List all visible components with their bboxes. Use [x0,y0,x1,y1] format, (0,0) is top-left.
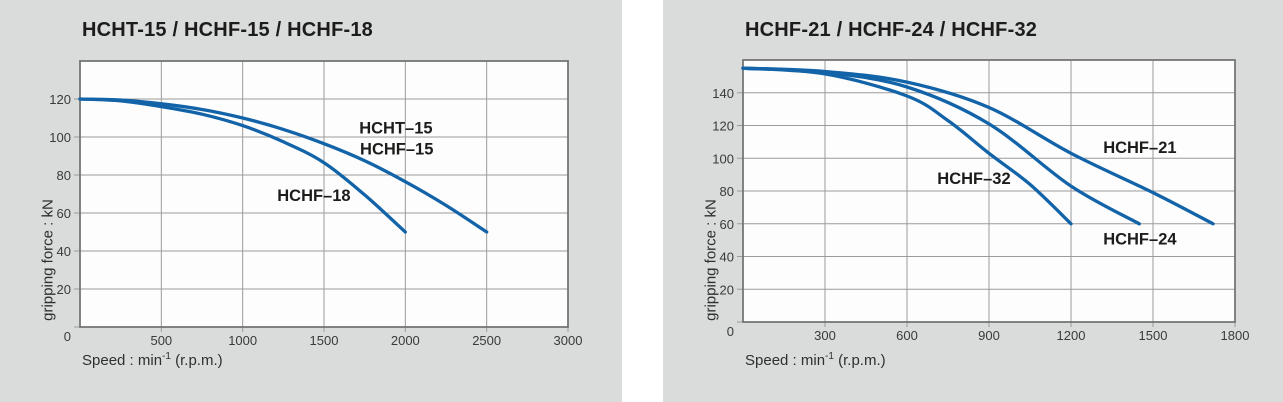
x-tick-label: 300 [814,328,836,343]
left-y-axis-label: gripping force : kN [39,199,57,321]
x-tick-label: 500 [150,333,172,348]
right-y-axis-label: gripping force : kN [702,199,720,321]
x-axis-label-superscript: -1 [162,351,171,362]
y-tick-label: 40 [57,244,71,259]
gridlines [74,61,569,332]
y-tick-label: 0 [727,324,734,339]
x-tick-label: 900 [978,328,1000,343]
curve-label: HCHF–32 [937,170,1010,188]
y-tick-label: 120 [712,119,734,134]
y-tick-label: 60 [57,206,71,221]
curve-label: HCHF–18 [277,187,350,205]
x-tick-label: 1200 [1057,328,1086,343]
curve-label: HCHF–15 [360,140,433,158]
curves [78,97,489,234]
x-tick-label: 600 [896,328,918,343]
y-tick-label: 80 [720,184,734,199]
right-x-axis-label: Speed : min-1 (r.p.m.) [745,351,886,370]
x-tick-label: 2500 [472,333,501,348]
curves [741,66,1215,226]
x-axis-label-units: (r.p.m.) [833,352,886,369]
right-chart-panel: 300 600 900 1200 1500 1800 0 20 40 60 80 100 120 140 H… [663,0,1283,402]
y-tick-label: 60 [720,217,734,232]
x-tick-label: 1000 [228,333,257,348]
left-chart-title: HCHT-15 / HCHF-15 / HCHF-18 [82,19,373,41]
left-chart-canvas: 500 1000 1500 2000 2500 3000 0 20 40 60 80 100 120 HC… [49,60,583,348]
x-axis-label-units: (r.p.m.) [170,352,223,369]
y-tick-label: 0 [64,329,71,344]
curve-HCHF-18 [78,97,407,234]
y-tick-label: 20 [57,282,71,297]
y-tick-label: 80 [57,168,71,183]
y-tick-label: 140 [712,86,734,101]
x-tick-label: 1800 [1221,328,1250,343]
curve-label: HCHF–24 [1103,230,1177,248]
right-chart-canvas: 300 600 900 1200 1500 1800 0 20 40 60 80 100 120 140 H… [712,59,1250,343]
plot-frame [742,59,1236,323]
y-tick-label: 40 [720,250,734,265]
y-tick-label: 120 [49,92,71,107]
curve-HCHT-15-HCHF-15 [78,97,489,234]
y-tick-label: 100 [49,130,71,145]
x-tick-label: 1500 [310,333,339,348]
gridlines [737,60,1236,327]
x-tick-label: 3000 [554,333,583,348]
y-tick-label: 20 [720,282,734,297]
right-chart-title: HCHF-21 / HCHF-24 / HCHF-32 [745,19,1038,41]
x-axis-label-superscript: -1 [825,351,834,362]
panel-divider [622,0,663,402]
curve-HCHF-32 [741,66,1073,226]
plot-frame [79,60,569,328]
curve-label: HCHT–15 [359,120,432,138]
left-chart-panel: 500 1000 1500 2000 2500 3000 0 20 40 60 80 100 120 HC… [0,0,622,402]
y-tick-label: 100 [712,151,734,166]
x-tick-label: 1500 [1139,328,1168,343]
curve-label: HCHF–21 [1103,139,1176,157]
x-tick-label: 2000 [391,333,420,348]
left-x-axis-label: Speed : min-1 (r.p.m.) [82,351,223,370]
x-axis-label-text: Speed : min [745,352,826,369]
x-axis-label-text: Speed : min [82,352,163,369]
